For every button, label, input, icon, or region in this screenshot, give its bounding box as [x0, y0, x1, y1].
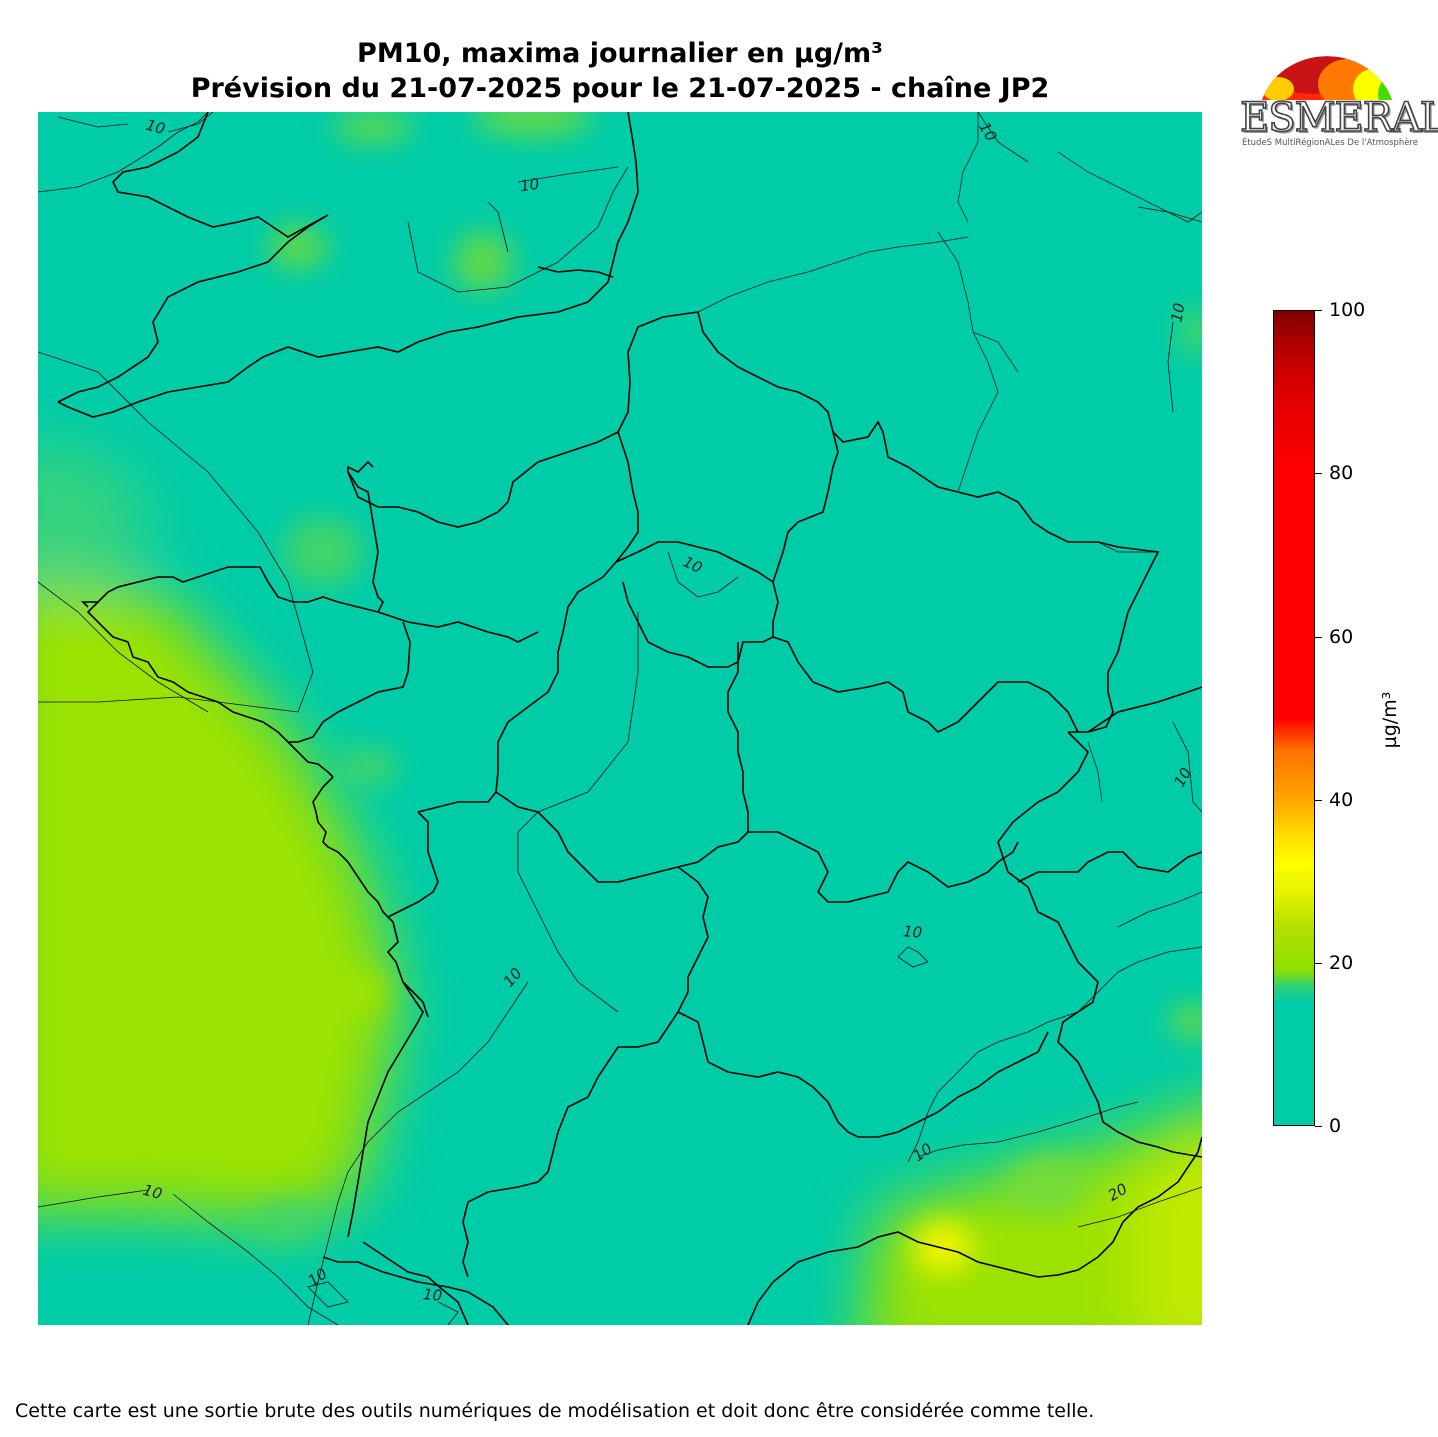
- colorbar-label: 60: [1329, 626, 1354, 648]
- contour-label: 10: [141, 1181, 164, 1203]
- colorbar-label: 20: [1329, 952, 1354, 974]
- colorbar-label: 80: [1329, 462, 1354, 484]
- colorbar-label: 100: [1329, 299, 1366, 321]
- colorbar-tick: [1315, 1126, 1322, 1127]
- contour-label: 10: [1167, 301, 1188, 323]
- contour-label: 10: [144, 116, 167, 138]
- colorbar-tick: [1315, 800, 1322, 801]
- colorbar-tick: [1315, 310, 1322, 311]
- contour-label: 10: [422, 1285, 443, 1305]
- logo-emblem: [1262, 56, 1392, 100]
- colorbar: [1273, 310, 1315, 1126]
- map-title: PM10, maxima journalier en µg/m³: [357, 38, 883, 69]
- contour-label: 10: [902, 922, 923, 942]
- logo-tagline: ÉtudeS MultiRégionALes De l'Atmosphère: [1241, 138, 1419, 148]
- logo-wordmark: ESMERALDA: [1239, 95, 1438, 141]
- map-subtitle: Prévision du 21-07-2025 pour le 21-07-20…: [190, 73, 1050, 104]
- colorbar-label: 40: [1329, 789, 1354, 811]
- contour-lines: [38, 112, 1202, 1325]
- colorbar-tick: [1315, 473, 1322, 474]
- disclaimer-footnote: Cette carte est une sortie brute des out…: [15, 1400, 1095, 1422]
- pm10-forecast-map: 10 10 10 10 10 10 10 10 10 10 10 10 20: [38, 112, 1202, 1325]
- coastline-and-borders: [57, 112, 1202, 1325]
- colorbar-label: 0: [1329, 1115, 1342, 1137]
- colorbar-unit: µg/m³: [1379, 691, 1401, 749]
- colorbar-tick: [1315, 637, 1322, 638]
- contour-label: 10: [519, 175, 540, 195]
- esmeralda-logo: ESMERALDA ÉtudeS MultiRégionALes De l'At…: [1238, 34, 1438, 154]
- colorbar-tick: [1315, 963, 1322, 964]
